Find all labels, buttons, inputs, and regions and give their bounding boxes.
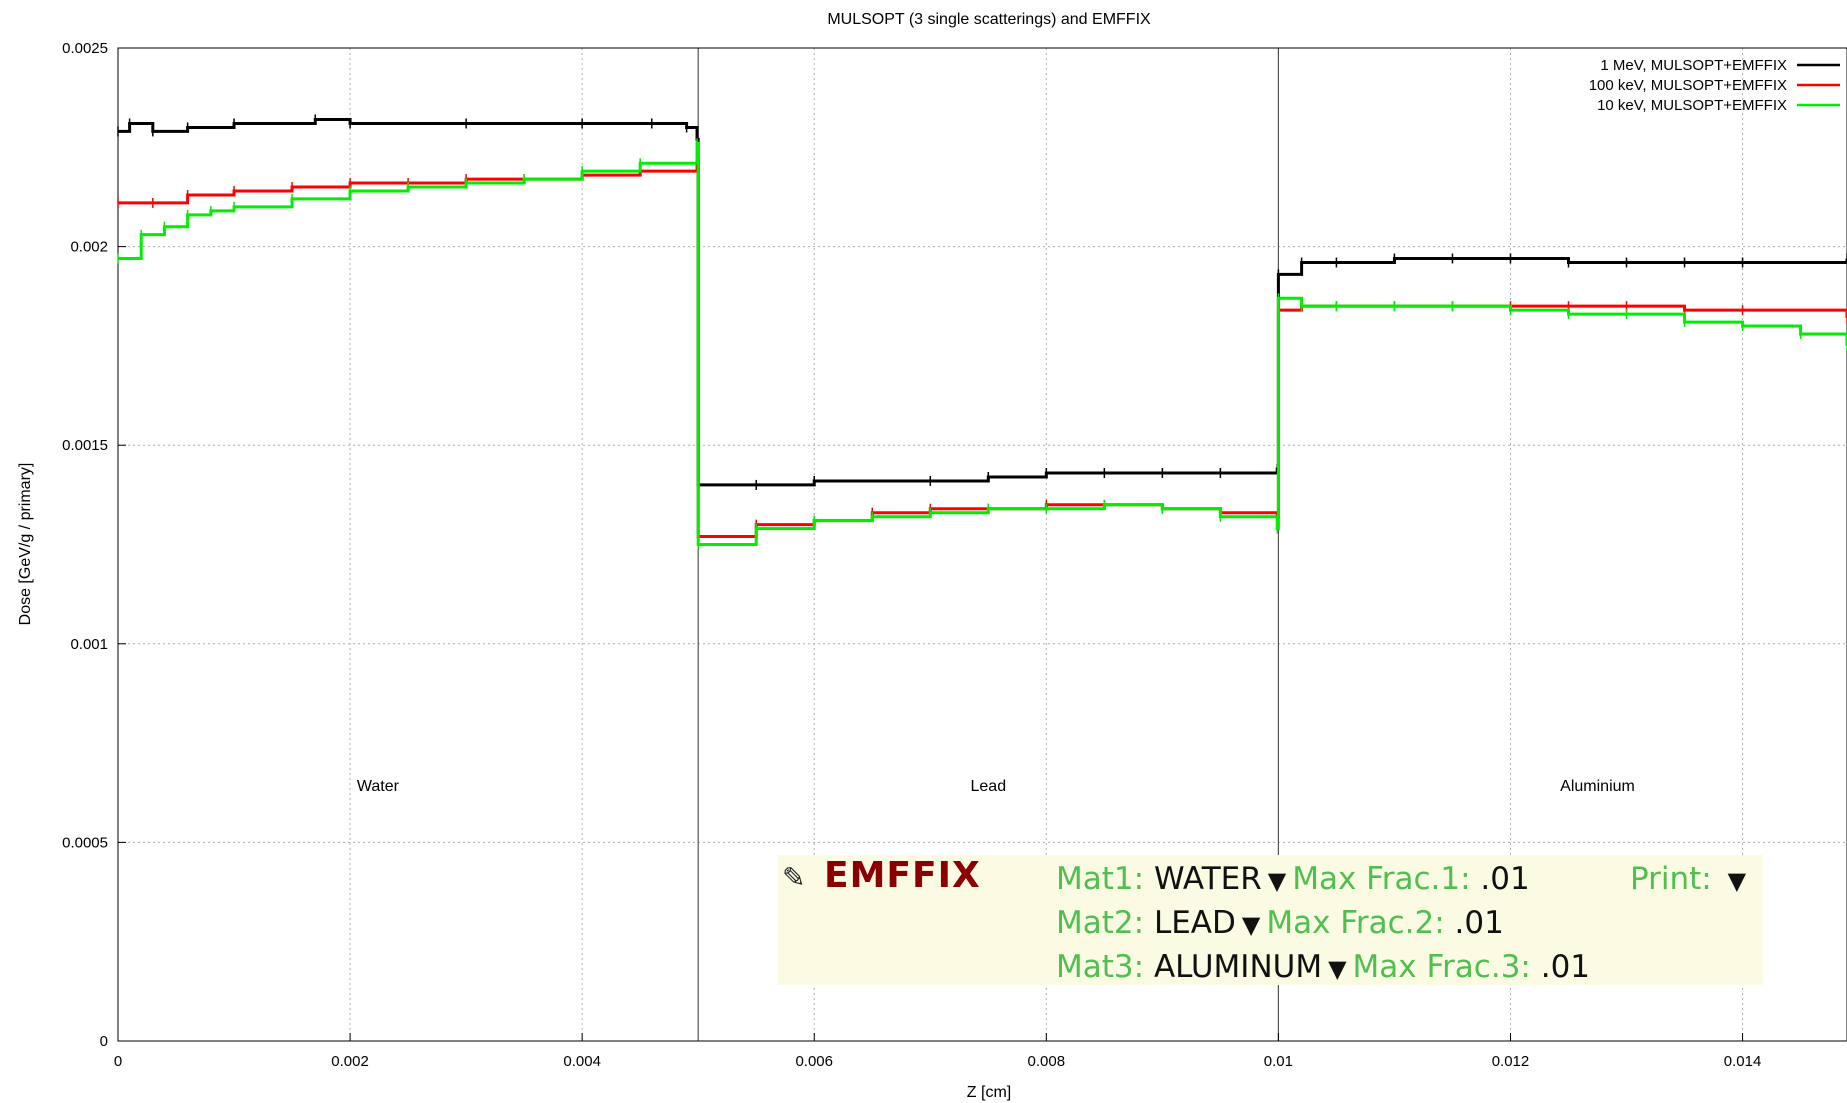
series-line <box>118 117 1847 487</box>
x-tick-label: 0.006 <box>795 1053 833 1070</box>
print-label: Print: <box>1630 861 1712 897</box>
mat3-select[interactable]: ALUMINUM <box>1153 949 1323 985</box>
y-tick-label: 0.002 <box>70 239 108 256</box>
y-tick-label: 0.001 <box>70 636 108 653</box>
frac2-label: Max Frac.2: <box>1266 905 1445 941</box>
x-tick-label: 0.004 <box>563 1053 601 1070</box>
y-tick-label: 0.0025 <box>62 40 108 57</box>
y-tick-label: 0.0005 <box>62 834 108 851</box>
mat1-row: Mat1: WATER ▼ Max Frac.1: .01 <box>1056 861 1530 897</box>
mat1-select[interactable]: WATER <box>1153 861 1262 897</box>
mat3-row: Mat3: ALUMINUM ▼ Max Frac.3: .01 <box>1056 949 1590 985</box>
x-tick-label: 0.008 <box>1028 1053 1066 1070</box>
region-label: Lead <box>971 778 1007 795</box>
mat2-select[interactable]: LEAD <box>1153 905 1236 941</box>
frac1-field[interactable]: .01 <box>1480 861 1530 897</box>
frac3-field[interactable]: .01 <box>1540 949 1591 985</box>
pencil-icon[interactable]: ✎ <box>782 861 806 894</box>
x-tick-label: 0.01 <box>1264 1053 1293 1070</box>
mat3-label: Mat3: <box>1056 949 1145 985</box>
card-title: EMFFIX <box>824 855 981 896</box>
series-line <box>118 141 1847 546</box>
chart-title: MULSOPT (3 single scatterings) and EMFFI… <box>827 11 1151 28</box>
dropdown-arrow-icon[interactable]: ▼ <box>1328 955 1347 983</box>
print-dropdown-icon[interactable]: ▼ <box>1727 867 1747 895</box>
y-tick-label: 0 <box>100 1033 108 1050</box>
x-tick-label: 0 <box>114 1053 122 1070</box>
frac3-label: Max Frac.3: <box>1352 949 1531 985</box>
dropdown-arrow-icon[interactable]: ▼ <box>1267 867 1287 895</box>
print-row: Print: ▼ <box>1630 861 1752 897</box>
legend-entry-label: 100 keV, MULSOPT+EMFFIX <box>1589 77 1787 94</box>
frac2-field[interactable]: .01 <box>1454 905 1504 941</box>
frac1-label: Max Frac.1: <box>1292 861 1471 897</box>
x-axis-label: Z [cm] <box>967 1084 1011 1101</box>
x-tick-label: 0.012 <box>1492 1053 1530 1070</box>
emffix-card: ✎ EMFFIX Mat1: WATER ▼ Max Frac.1: .01 Mat… <box>778 855 1763 985</box>
mat1-label: Mat1: <box>1056 861 1145 897</box>
dropdown-arrow-icon[interactable]: ▼ <box>1241 911 1261 939</box>
mat2-label: Mat2: <box>1056 905 1145 941</box>
legend-entry-label: 10 keV, MULSOPT+EMFFIX <box>1597 97 1787 114</box>
plot-frame <box>117 47 1847 1042</box>
y-axis-label: Dose [GeV/g / primary] <box>17 463 34 626</box>
region-label: Aluminium <box>1560 778 1635 795</box>
x-tick-label: 0.002 <box>331 1053 369 1070</box>
y-tick-label: 0.0015 <box>62 437 108 454</box>
legend-entry-label: 1 MeV, MULSOPT+EMFFIX <box>1600 57 1787 74</box>
mat2-row: Mat2: LEAD ▼ Max Frac.2: .01 <box>1056 905 1504 941</box>
region-label: Water <box>357 778 400 795</box>
x-tick-label: 0.014 <box>1724 1053 1762 1070</box>
